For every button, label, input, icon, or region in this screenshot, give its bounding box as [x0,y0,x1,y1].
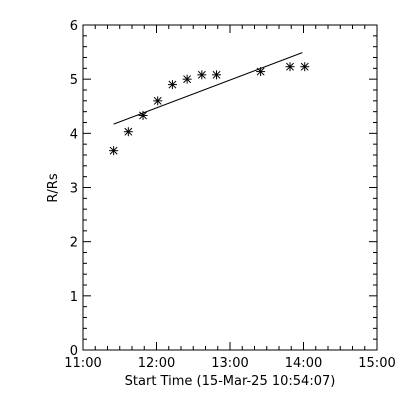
x-tick-label: 14:00 [285,356,322,371]
data-point [109,146,119,156]
x-tick-label: 15:00 [358,356,395,371]
data-point [300,62,310,72]
x-axis-label: Start Time (15-Mar-25 10:54:07) [125,374,336,389]
tick-labels: 11:00 12:00 13:00 14:00 15:00 0 1 2 3 4 5 6 [64,19,395,371]
plot-frame [82,24,378,351]
fit-line-layer [113,52,303,125]
fit-line [113,52,303,125]
data-point [123,127,133,137]
x-tick-label: 13:00 [211,356,248,371]
y-tick-label: 6 [70,19,78,34]
y-tick-label: 1 [70,290,78,305]
y-axis-label: R/Rs [46,173,61,202]
data-point [212,70,222,80]
y-tick-label: 5 [70,73,78,88]
y-tick-label: 0 [70,344,78,359]
y-tick-label: 2 [70,236,78,251]
y-tick-label: 4 [70,127,78,142]
x-tick-label: 12:00 [138,356,175,371]
data-point [182,74,192,84]
data-point [197,70,207,80]
x-tick-label: 11:00 [64,356,101,371]
data-point [167,80,177,90]
axes [82,24,378,351]
y-tick-label: 3 [70,182,78,197]
data-point [285,62,295,72]
data-points [109,62,310,156]
data-point [153,96,163,106]
data-point [138,110,148,120]
data-point [256,67,266,77]
